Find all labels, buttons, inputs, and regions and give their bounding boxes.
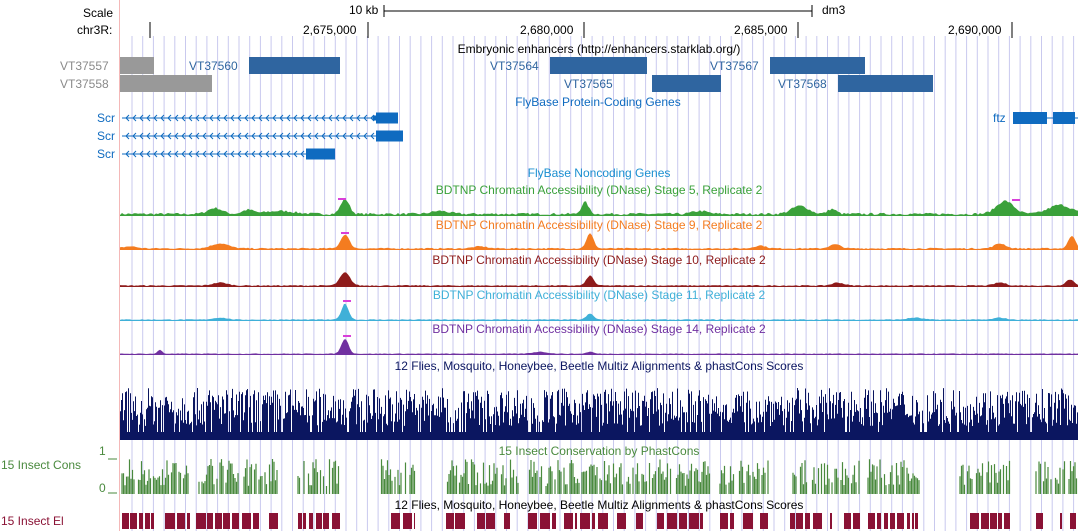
peak-cap (1012, 199, 1020, 201)
enhancer-label-vt37567[interactable]: VT37567 (710, 59, 759, 73)
enhancer-label-vt37560[interactable]: VT37560 (189, 59, 238, 73)
gene-exon (376, 130, 403, 142)
gene-label-scr[interactable]: Scr (97, 129, 115, 143)
conserved-elements (122, 513, 1076, 529)
gene-label-scr[interactable]: Scr (97, 111, 115, 125)
dnase-stage9-title[interactable]: BDTNP Chromatin Accessibility (DNase) St… (435, 218, 763, 232)
phastcons-signal (121, 459, 1078, 494)
phastcons-track-title[interactable]: 15 Insect Conservation by PhastCons (498, 444, 700, 458)
enhancer-block (652, 75, 721, 92)
peak-cap (341, 232, 349, 234)
enhancer-block (249, 57, 340, 74)
dnase-stage10-title[interactable]: BDTNP Chromatin Accessibility (DNase) St… (432, 253, 766, 267)
enhancers-track-title[interactable]: Embryonic enhancers (http://enhancers.st… (457, 42, 741, 56)
gene-strand-arrows (125, 132, 396, 140)
gridlines (131, 36, 1075, 531)
scale-label: Scale (83, 6, 114, 20)
phastcons-axis-top: 1 (99, 444, 106, 458)
assembly-label: dm3 (822, 3, 846, 17)
peak-cap (343, 300, 351, 302)
dnase-stage5-title[interactable]: BDTNP Chromatin Accessibility (DNase) St… (435, 183, 763, 197)
dnase-signal (120, 272, 1078, 286)
phastcons-side-label[interactable]: 15 Insect Cons (1, 458, 82, 472)
dnase-stage11-title[interactable]: BDTNP Chromatin Accessibility (DNase) St… (432, 288, 766, 302)
gene-exon (1013, 112, 1047, 124)
genes-track-title[interactable]: FlyBase Protein-Coding Genes (515, 95, 681, 109)
noncoding-track-title[interactable]: FlyBase Noncoding Genes (527, 166, 671, 180)
enhancer-block (120, 75, 212, 92)
enhancer-label-vt37557[interactable]: VT37557 (60, 59, 109, 73)
position-label: 2,690,000 (948, 23, 1002, 37)
gene-exon (306, 148, 335, 160)
position-label: 2,675,000 (303, 23, 357, 37)
chrom-label: chr3R: (77, 23, 113, 37)
dnase-stage14-title[interactable]: BDTNP Chromatin Accessibility (DNase) St… (432, 322, 766, 336)
enhancer-block (770, 57, 865, 74)
position-label: 2,685,000 (734, 23, 788, 37)
multiz-track-title[interactable]: 12 Flies, Mosquito, Honeybee, Beetle Mul… (394, 359, 804, 373)
gene-exon (1053, 112, 1075, 124)
multiz-signal (120, 388, 1078, 440)
gene-label-scr[interactable]: Scr (97, 147, 115, 161)
enhancer-label-vt37564[interactable]: VT37564 (490, 59, 539, 73)
enhancer-label-vt37568[interactable]: VT37568 (778, 77, 827, 91)
peak-cap (338, 198, 346, 200)
enhancer-block (838, 75, 933, 92)
position-label: 2,680,000 (520, 23, 574, 37)
dnase-signal (120, 303, 1078, 320)
phastcons-axis-bottom: 0 (99, 481, 106, 495)
enhancer-block (550, 57, 647, 74)
gene-strand-arrows (125, 114, 396, 122)
elements-side-label[interactable]: 15 Insect El (1, 514, 64, 528)
gene-exon (373, 115, 379, 121)
enhancer-block (120, 57, 154, 74)
gene-label-ftz[interactable]: ftz (993, 111, 1006, 125)
scale-bar-label: 10 kb (349, 3, 379, 17)
enhancer-label-vt37558[interactable]: VT37558 (60, 77, 109, 91)
gene-exon (376, 112, 398, 124)
elements-track-title[interactable]: 12 Flies, Mosquito, Honeybee, Beetle Mul… (394, 498, 804, 512)
enhancer-label-vt37565[interactable]: VT37565 (564, 77, 613, 91)
peak-cap (343, 335, 351, 337)
dnase-signal (120, 233, 1078, 249)
dnase-signal (120, 198, 1078, 215)
